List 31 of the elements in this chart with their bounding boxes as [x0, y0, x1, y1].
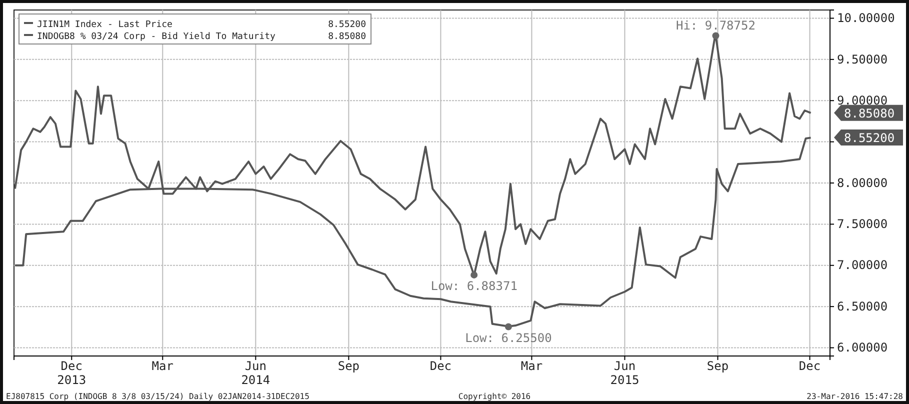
x-tick-label: Jun 2015 — [610, 359, 640, 387]
x-tick-label: Sep — [338, 359, 360, 373]
x-tick-label: Mar — [152, 359, 174, 373]
y-tick-label: 7.50000 — [837, 217, 888, 232]
y-tick-label: 9.00000 — [837, 93, 888, 108]
x-tick-label: Sep — [706, 359, 729, 373]
y-tick-label: 6.50000 — [837, 299, 888, 314]
y-tick-label: 7.00000 — [837, 258, 888, 272]
annotation: Low: 6.25500 — [465, 330, 552, 345]
y-tick-label: 8.00000 — [837, 176, 888, 190]
y-tick-label: 9.50000 — [837, 52, 888, 66]
x-tick-label: Dec — [430, 359, 452, 373]
x-tick-label: Mar — [520, 359, 543, 373]
annotation: Hi: 9.78752 — [676, 18, 756, 33]
text: 8.55200 — [328, 20, 366, 30]
legend-label: JIIN1M Index - Last Price — [37, 20, 172, 30]
x-tick-label: Dec — [798, 359, 821, 373]
text: Copyright© 2016 — [458, 392, 531, 401]
annotation: Low: 6.88371 — [430, 278, 518, 293]
annotation: 8.55200 — [844, 131, 895, 146]
x-tick-label: Dec 2013 — [57, 359, 86, 387]
y-tick-label: 10.00000 — [837, 11, 895, 26]
text: EJ807815 Corp (INDOGB 8 3/8 03/15/24) Daily 02JAN2014-31DEC2015 — [6, 392, 310, 401]
text: 8.85080 — [328, 32, 366, 42]
x-tick-label: Jun 2014 — [241, 359, 270, 387]
legend-label: INDOGB8 % 03/24 Corp - Bid Yield To Maturity — [37, 32, 276, 42]
value-tag: 8.55200 — [834, 130, 903, 146]
text: 23-Mar-2016 15:47:28 — [806, 392, 904, 401]
y-tick-label: 6.00000 — [837, 340, 888, 355]
annotation: 8.85080 — [844, 106, 895, 120]
value-tag: 8.85080 — [834, 104, 903, 121]
